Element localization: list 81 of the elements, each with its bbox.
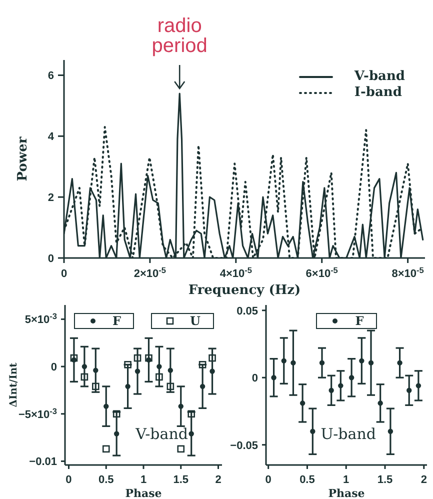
y-tick-label: 0	[252, 372, 258, 385]
x-tick-label: 1	[140, 474, 147, 486]
x-axis-title: Phase	[328, 487, 365, 499]
legend-label: U	[190, 314, 200, 328]
point	[290, 360, 296, 366]
point	[359, 358, 364, 364]
y-tick-label: 4	[48, 131, 55, 144]
y-tick-label: 2	[48, 192, 54, 204]
point	[114, 431, 120, 436]
x-tick-label: 0.5	[98, 474, 114, 486]
x-tick-label: 0	[265, 474, 272, 486]
point	[397, 360, 402, 366]
y-tick-label: −0.05	[230, 440, 258, 452]
legend-label: I-band	[354, 85, 402, 100]
y-tick-label: −5×10$^{-3}$	[18, 406, 58, 421]
point	[198, 360, 206, 368]
x-tick-label: 1.5	[377, 474, 393, 486]
point	[178, 404, 184, 409]
x-tick-label: 0.5	[300, 474, 315, 486]
annotation: radio period	[152, 15, 208, 57]
point	[93, 368, 98, 373]
point	[338, 383, 344, 388]
x-tick-label: 2	[215, 474, 222, 486]
point	[177, 445, 185, 453]
point	[208, 354, 216, 362]
point	[210, 368, 215, 374]
point	[145, 354, 152, 362]
point	[104, 404, 109, 409]
point	[156, 364, 162, 370]
y-tick-label: 0	[50, 362, 57, 374]
point	[378, 400, 383, 406]
point	[310, 428, 316, 434]
point	[388, 428, 394, 434]
point	[188, 410, 195, 418]
x-tick-label: 2	[420, 474, 427, 486]
x-tick-label: 0	[60, 268, 68, 280]
legend-label: F	[355, 314, 364, 328]
x-tick-label: 4×10$^{-5}$	[220, 266, 252, 280]
y-axis-title: Power	[16, 136, 31, 182]
y-axis-title: ΔInt/Int	[8, 362, 20, 408]
point	[416, 383, 422, 388]
x-axis-title: Phase	[125, 487, 162, 499]
legend-label: F	[112, 314, 122, 328]
y-tick-label: −0.01	[29, 456, 57, 468]
x-tick-label: 0	[66, 474, 72, 486]
point	[188, 431, 194, 436]
point	[328, 388, 334, 393]
y-tick-label: 5×10$^{-3}$	[24, 312, 58, 326]
point	[125, 384, 130, 390]
point	[70, 354, 78, 362]
legend-label: V-band	[354, 69, 405, 84]
x-tick-label: 6×10$^{-5}$	[306, 266, 338, 280]
point	[168, 368, 174, 373]
x-tick-label: 1.5	[173, 474, 189, 486]
point	[92, 382, 100, 390]
point	[80, 373, 88, 381]
x-axis-title: Frequency (Hz)	[188, 283, 301, 298]
x-tick-label: 1	[343, 474, 350, 486]
x-tick-label: 8×10$^{-5}$	[392, 266, 424, 280]
annotation: U-band	[320, 425, 376, 443]
point	[300, 400, 306, 406]
point	[124, 360, 132, 368]
y-tick-label: 0	[48, 253, 54, 265]
point	[348, 375, 354, 380]
point	[406, 388, 412, 393]
point	[112, 410, 120, 418]
point	[134, 354, 142, 362]
annotation: V-band	[136, 425, 188, 443]
point	[82, 364, 88, 370]
point	[156, 373, 163, 381]
point	[319, 360, 325, 366]
point	[271, 375, 276, 380]
point	[102, 445, 110, 453]
point	[281, 358, 286, 364]
point	[166, 382, 174, 390]
point	[134, 368, 140, 374]
x-tick-label: 2×10$^{-5}$	[134, 266, 166, 280]
point	[200, 384, 206, 390]
y-tick-label: 6	[48, 70, 54, 82]
point	[368, 360, 374, 366]
y-tick-label: 0.05	[236, 305, 258, 318]
